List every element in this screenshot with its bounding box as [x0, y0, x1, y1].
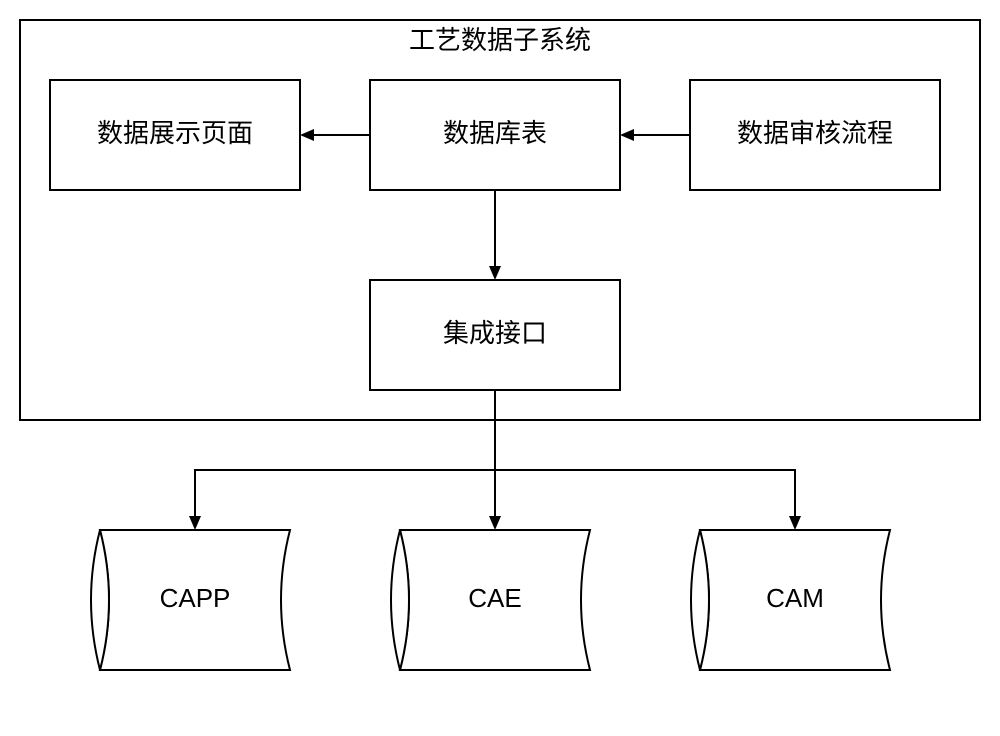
- container-title: 工艺数据子系统: [409, 25, 591, 55]
- node-label-db_table: 数据库表: [443, 118, 547, 148]
- edge-3: [195, 390, 495, 516]
- arrow-head: [620, 129, 634, 141]
- node-db_table: 数据库表: [370, 80, 620, 190]
- diagram-canvas: 工艺数据子系统数据展示页面 数据库表 数据审核流程集成接口 CAPP CAE CAM: [0, 0, 1000, 736]
- node-display_page: 数据展示页面: [50, 80, 300, 190]
- node-cam: CAM: [691, 530, 890, 670]
- edge-5: [495, 390, 795, 516]
- node-integration: 集成接口: [370, 280, 620, 390]
- arrow-head: [189, 516, 201, 530]
- node-label-display_page: 数据展示页面: [97, 118, 253, 148]
- node-label-integration: 集成接口: [443, 318, 547, 348]
- node-review_flow: 数据审核流程: [690, 80, 940, 190]
- node-label-cae: CAE: [468, 583, 521, 613]
- node-label-capp: CAPP: [160, 583, 231, 613]
- arrow-head: [789, 516, 801, 530]
- node-label-review_flow: 数据审核流程: [737, 118, 893, 148]
- arrow-head: [489, 516, 501, 530]
- arrow-head: [489, 266, 501, 280]
- node-cae: CAE: [391, 530, 590, 670]
- arrow-head: [300, 129, 314, 141]
- node-capp: CAPP: [91, 530, 290, 670]
- node-label-cam: CAM: [766, 583, 824, 613]
